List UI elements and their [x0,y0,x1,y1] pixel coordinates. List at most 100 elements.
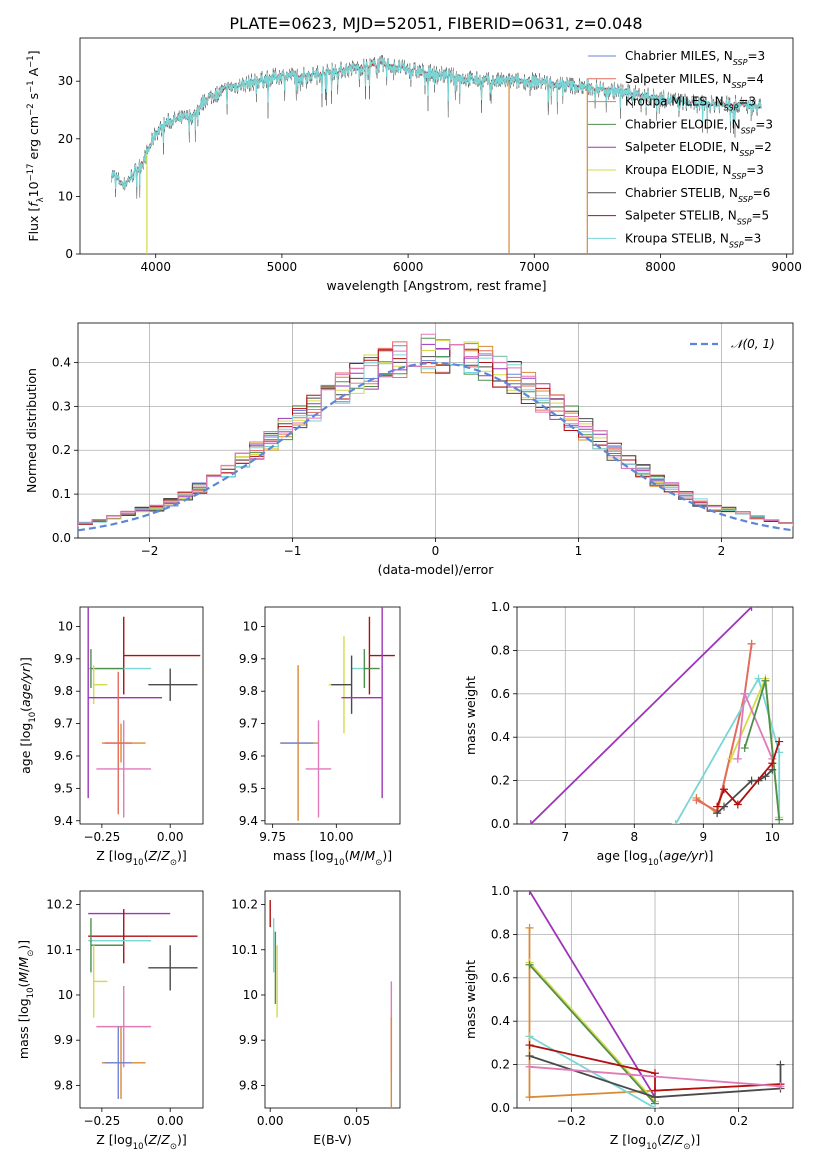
y-tick-label: 9.5 [239,781,258,795]
mass-weight-marker [525,1062,534,1071]
x-tick-label: 0.00 [157,830,184,844]
mass-weight-line [529,1065,781,1088]
x-tick-label: 8000 [645,260,676,274]
x-tick-label: 7 [561,830,569,844]
mass-weight-marker [525,960,534,969]
plot-area-age_vs_mass [280,607,395,821]
y-tick-label: 9.6 [54,749,73,763]
mass-weight-marker [747,776,756,785]
y-tick-label: 0.4 [491,1014,510,1028]
x-tick-label: 5000 [267,260,298,274]
y-tick-label: 9.8 [54,1078,73,1092]
x-tick-label: 0.2 [729,1114,748,1128]
y-tick-label: 10.2 [46,898,73,912]
x-tick-label: 9 [699,830,707,844]
x-tick-label: 0.00 [157,1114,184,1128]
mass-weight-line [695,643,753,813]
legend-label: 𝒩(0, 1) [731,337,775,351]
axes-age_vs_mass: 9.75 10.00 9.4 9.5 9.6 9.7 9.8 9.9 10 [239,606,401,844]
y-tick-label: 0.2 [52,443,71,457]
mass-weight-marker [768,759,777,768]
x-tick-label: 0.0 [645,1114,664,1128]
x-axis-label: wavelength [Angstrom, rest frame] [326,278,546,293]
mass-weight-marker [525,1032,534,1041]
y-tick-label: 9.7 [239,717,258,731]
legend-label: Chabrier MILES, NSSP=3 [625,49,765,67]
x-axis-label: Z [log10(Z/Z⊙)] [96,1132,186,1152]
mass-weight-marker [761,676,770,685]
y-tick-label: 0.1 [52,487,71,501]
y-tick-label: 9.9 [239,652,258,666]
x-axis-label: age [log10(age/yr)] [597,848,714,868]
axes-frame-spectrum [79,37,794,255]
x-tick-label: −0.2 [557,1114,586,1128]
mass-weight-marker [525,891,534,895]
mass-weight-marker [525,923,534,932]
mass-weight-line [528,961,656,1103]
y-tick-label: 10 [58,619,73,633]
legend-label: Kroupa MILES, NSSP=3 [625,95,756,113]
model-spectrum-line [110,56,762,190]
axes-frame-weight_vs_age [516,606,794,825]
legend-label: Chabrier STELIB, NSSP=6 [625,186,770,204]
y-tick-label: 9.4 [54,814,73,828]
y-tick-label: 0.2 [491,1058,510,1072]
x-axis-label: E(B-V) [313,1132,352,1147]
mass-weight-marker [776,1060,785,1069]
axes-frame-age_vs_Z [79,606,204,825]
legend-label: Kroupa STELIB, NSSP=3 [625,231,761,249]
x-tick-label: −2 [141,544,159,558]
normal-distribution-curve [78,361,793,532]
y-tick-label: 9.9 [54,1033,73,1047]
y-tick-label: 0.6 [491,687,510,701]
mass-weight-line [743,680,781,820]
y-axis-label: Flux [fλ10−17 erg cm−2 s−1 A−1] [26,50,46,241]
mass-weight-marker [713,802,722,811]
plot-area-weight_vs_age [526,607,784,824]
residual-histogram [78,333,793,527]
axes-frame-age_vs_mass [264,606,401,825]
y-tick-label: 10 [58,988,73,1002]
y-axis-label: mass weight [463,960,478,1039]
x-tick-label: 9.75 [259,830,286,844]
x-tick-label: −1 [284,544,302,558]
mass-weight-marker [525,1041,534,1050]
mass-weight-marker [754,674,763,683]
mass-weight-marker [761,772,770,781]
x-tick-label: 10.00 [319,830,353,844]
axes-mass_vs_Z: −0.25 0.00 9.8 9.9 10 10.1 10.2 [46,890,204,1128]
mass-weight-marker [740,744,749,753]
plot-area-spectrum [110,55,762,254]
mass-weight-marker [775,737,784,746]
mass-weight-marker [526,820,535,824]
axes-frame-mass_vs_Z [79,890,204,1109]
x-tick-label: 1 [575,544,583,558]
mass-weight-line [529,1055,782,1099]
x-tick-label: −0.25 [83,830,120,844]
legend-label: Kroupa ELODIE, NSSP=3 [625,163,764,181]
y-tick-label: 1.0 [491,884,510,898]
x-tick-label: −0.25 [83,1114,120,1128]
mass-weight-line [528,964,656,1105]
axes-mass_vs_ebv: 0.00 0.05 9.8 9.9 10 10.1 10.2 [231,890,401,1128]
x-tick-label: 9000 [771,260,802,274]
y-tick-label: 0.8 [491,643,510,657]
y-tick-label: 9.9 [239,1033,258,1047]
mass-weight-marker [525,1093,534,1102]
y-tick-label: 0.3 [52,399,71,413]
y-axis-label: mass [log10(M/M⊙)] [16,940,36,1059]
x-axis-label: mass [log10(M/M⊙)] [273,848,392,868]
y-tick-label: 0 [65,247,73,261]
plot-area-mass_vs_Z [88,909,198,1099]
y-tick-label: 20 [58,132,73,146]
x-tick-label: 7000 [519,260,550,274]
legend-label: Salpeter ELODIE, NSSP=2 [625,140,772,158]
x-tick-label: 10 [765,830,780,844]
mass-weight-marker [776,1082,785,1091]
x-axis-label: Z [log10(Z/Z⊙)] [96,848,186,868]
mass-weight-marker [733,754,742,763]
y-tick-label: 0.4 [491,730,510,744]
x-tick-label: 0.05 [343,1114,370,1128]
